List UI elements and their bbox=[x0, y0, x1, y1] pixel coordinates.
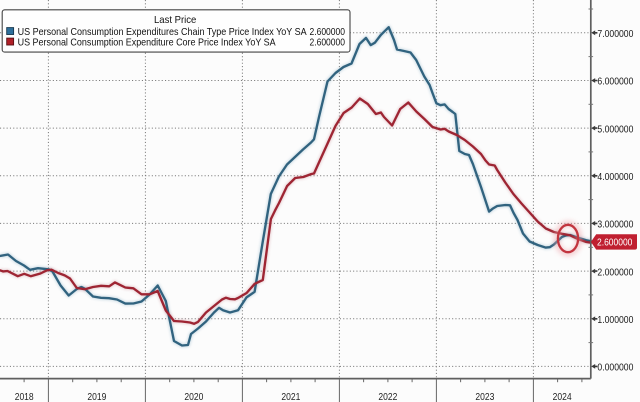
svg-text:2.600000: 2.600000 bbox=[310, 38, 346, 49]
svg-text:Last Price: Last Price bbox=[154, 15, 197, 26]
svg-text:2020: 2020 bbox=[184, 392, 203, 402]
svg-text:2024: 2024 bbox=[553, 392, 572, 402]
svg-text:2.600000: 2.600000 bbox=[597, 238, 633, 249]
svg-text:2018: 2018 bbox=[15, 392, 34, 402]
svg-text:US Personal Consumption Expend: US Personal Consumption Expenditure Core… bbox=[18, 38, 276, 49]
svg-text:3.000000: 3.000000 bbox=[597, 220, 633, 231]
svg-text:US Personal Consumption Expend: US Personal Consumption Expenditures Cha… bbox=[18, 27, 307, 38]
svg-text:2022: 2022 bbox=[378, 392, 397, 402]
svg-text:5.000000: 5.000000 bbox=[597, 124, 633, 135]
svg-text:4.000000: 4.000000 bbox=[597, 172, 633, 183]
svg-text:2.600000: 2.600000 bbox=[310, 27, 346, 38]
svg-text:0.000000: 0.000000 bbox=[597, 363, 633, 374]
svg-text:2019: 2019 bbox=[87, 392, 106, 402]
svg-text:2023: 2023 bbox=[475, 392, 494, 402]
svg-text:7.000000: 7.000000 bbox=[597, 29, 633, 40]
svg-text:2021: 2021 bbox=[281, 392, 300, 402]
svg-text:6.000000: 6.000000 bbox=[597, 77, 633, 88]
svg-text:2.000000: 2.000000 bbox=[597, 267, 633, 278]
svg-text:1.000000: 1.000000 bbox=[597, 315, 633, 326]
